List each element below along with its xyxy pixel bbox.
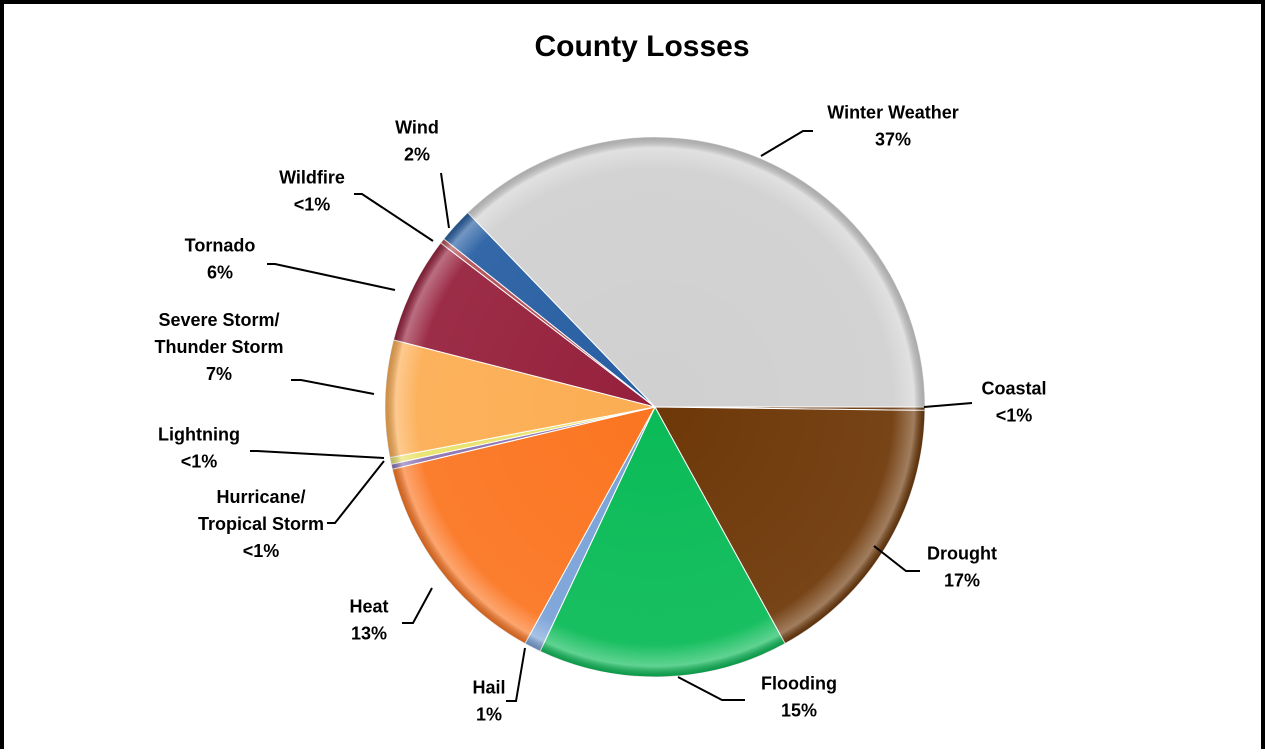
slice-name-wind: Wind <box>395 118 439 138</box>
leader-line-hurricane-tropical-storm <box>327 460 385 524</box>
slice-label-hail: Hail 1% <box>472 678 505 725</box>
leader-line-tornado <box>267 263 396 291</box>
slice-percent-tornado: 6% <box>207 263 233 283</box>
slice-percent-coastal: <1% <box>996 406 1033 426</box>
slice-percent-wildfire: <1% <box>294 195 331 215</box>
leader-line-winter-weather <box>760 130 813 157</box>
leader-line-lightning <box>250 450 385 459</box>
slice-label-drought: Drought 17% <box>927 544 997 591</box>
slice-label-lightning: Lightning <1% <box>158 425 240 472</box>
leader-line-flooding <box>677 676 745 701</box>
slice-percent-drought: 17% <box>944 571 980 591</box>
leader-line-hail <box>506 647 526 702</box>
slice-percent-lightning: <1% <box>181 452 218 472</box>
pie-bevel-overlay <box>385 137 925 677</box>
slice-name-lightning: Lightning <box>158 425 240 445</box>
slice-name-heat: Heat <box>349 597 388 617</box>
slice-percent-winter-weather: 37% <box>875 130 911 150</box>
slice-percent-hurricane-tropical-storm: <1% <box>243 541 280 561</box>
leader-line-drought <box>873 545 920 572</box>
slice-label-tornado: Tornado 6% <box>185 236 256 283</box>
slice-name-hail: Hail <box>472 678 505 698</box>
slice-label-hurricane-tropical-storm: Hurricane/Tropical Storm <1% <box>198 487 324 561</box>
slice-name-flooding: Flooding <box>761 674 837 694</box>
slice-label-wind: Wind 2% <box>395 118 439 165</box>
slice-label-wildfire: Wildfire <1% <box>279 168 345 215</box>
slice-label-winter-weather: Winter Weather 37% <box>827 103 959 150</box>
slice-name-tornado: Tornado <box>185 236 256 256</box>
leader-line-wind <box>440 172 450 229</box>
slice-label-severe-storm-thunder-storm: Severe Storm/Thunder Storm 7% <box>155 310 284 384</box>
slice-label-flooding: Flooding 15% <box>761 674 837 721</box>
slice-labels: Coastal <1% Drought 17% Flooding 15% Hail 1% Hea… <box>155 103 1047 725</box>
slice-name-winter-weather: Winter Weather <box>827 103 959 123</box>
slice-name-hurricane-tropical-storm: Tropical Storm <box>198 514 324 534</box>
leader-line-wildfire <box>354 193 434 242</box>
leader-lines <box>250 130 973 702</box>
slice-percent-wind: 2% <box>404 145 430 165</box>
chart-title: County Losses <box>534 30 749 63</box>
leader-line-heat <box>402 587 433 624</box>
leader-line-coastal <box>923 402 973 408</box>
slice-percent-severe-storm-thunder-storm: 7% <box>206 364 232 384</box>
slice-percent-heat: 13% <box>351 624 387 644</box>
slice-name-hurricane-tropical-storm: Hurricane/ <box>216 487 305 507</box>
slice-name-severe-storm-thunder-storm: Severe Storm/ <box>158 310 279 330</box>
slice-percent-hail: 1% <box>476 705 502 725</box>
leader-line-severe-storm-thunder-storm <box>291 379 375 395</box>
pie-chart: County Losses Coastal <1% Drought 17% Floodi… <box>155 30 1047 725</box>
slice-percent-flooding: 15% <box>781 701 817 721</box>
slice-label-coastal: Coastal <1% <box>981 379 1046 426</box>
pie-slices <box>384 136 926 678</box>
slice-name-wildfire: Wildfire <box>279 168 345 188</box>
slice-name-coastal: Coastal <box>981 379 1046 399</box>
slice-label-heat: Heat 13% <box>349 597 388 644</box>
slice-name-drought: Drought <box>927 544 997 564</box>
slice-name-severe-storm-thunder-storm: Thunder Storm <box>155 337 284 357</box>
